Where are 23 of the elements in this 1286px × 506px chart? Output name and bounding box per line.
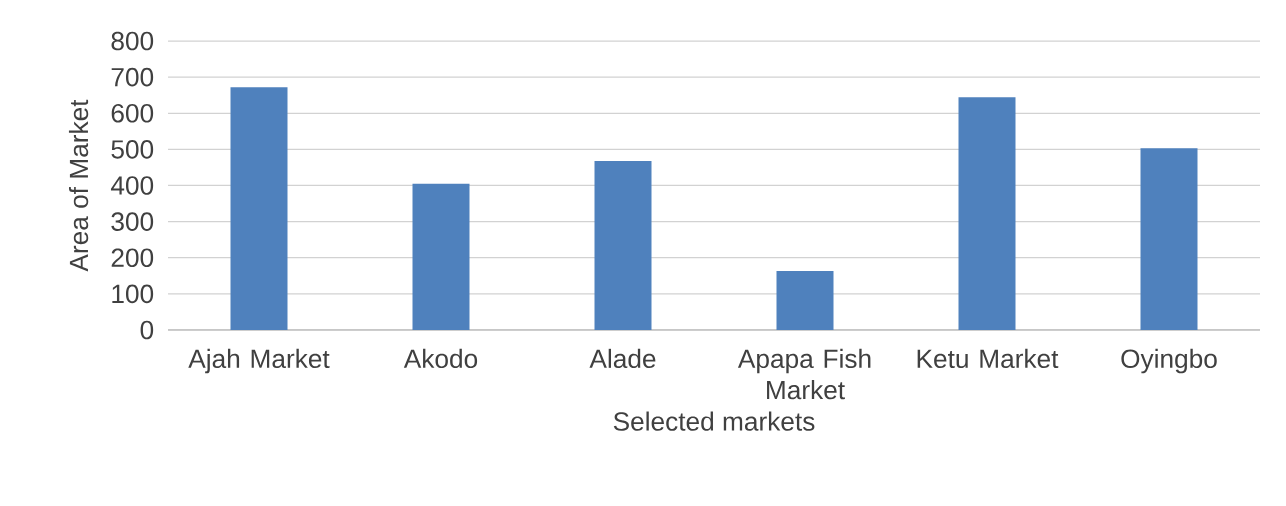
x-tick-label: Oyingbo bbox=[1121, 348, 1217, 374]
y-tick-label: 700 bbox=[111, 67, 154, 87]
y-tick-label: 500 bbox=[111, 140, 154, 159]
y-tick-label: 800 bbox=[111, 31, 154, 51]
bar bbox=[412, 183, 470, 330]
x-tick-label: Ajah Market bbox=[188, 348, 330, 374]
bar bbox=[958, 97, 1016, 330]
y-tick-label: 200 bbox=[111, 248, 154, 268]
x-axis-title: Selected markets bbox=[613, 411, 815, 431]
bar bbox=[594, 160, 652, 330]
bar bbox=[230, 87, 288, 330]
y-tick-label: 600 bbox=[111, 103, 154, 123]
y-axis-title: Area of Market bbox=[68, 99, 89, 272]
x-tick-label: Ketu Market bbox=[917, 348, 1059, 369]
y-tick-label: 100 bbox=[112, 284, 154, 304]
y-tick-label: 0 bbox=[140, 320, 154, 340]
y-tick-label: 300 bbox=[111, 212, 154, 231]
bar bbox=[776, 271, 834, 330]
x-tick-label: Akodo bbox=[403, 348, 478, 369]
x-tick-label: Alade bbox=[589, 348, 656, 369]
bar bbox=[1140, 148, 1198, 330]
x-tick-label: Apapa Fish Market bbox=[737, 348, 871, 400]
y-tick-label: 400 bbox=[110, 176, 154, 195]
